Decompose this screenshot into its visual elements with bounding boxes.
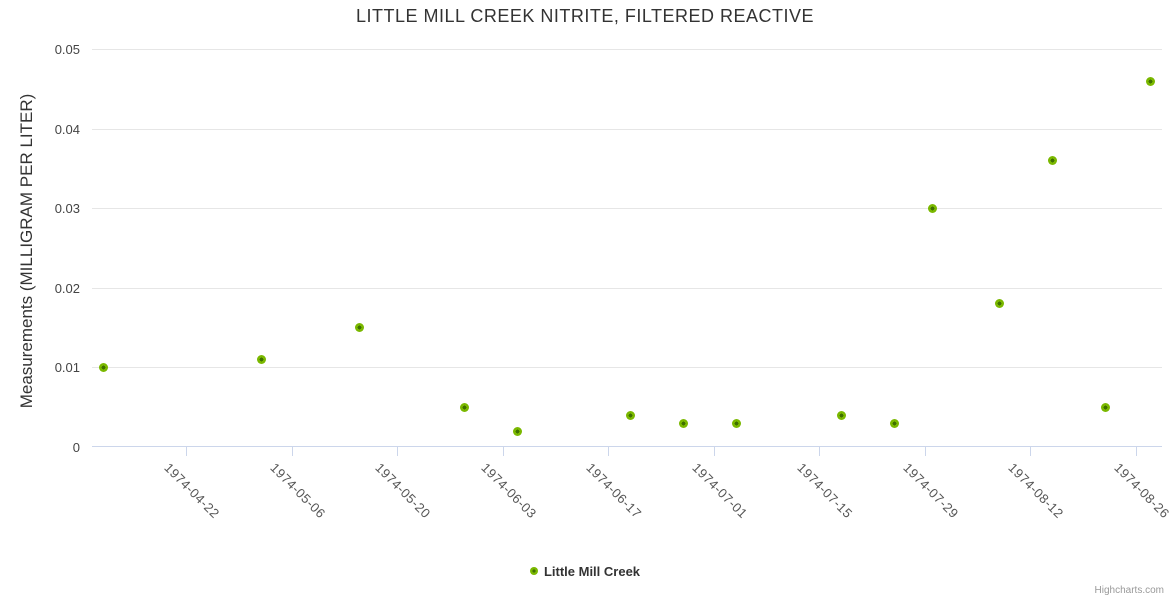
x-axis-tick [397,447,399,456]
scatter-point[interactable] [837,410,847,420]
y-gridline [92,49,1162,50]
y-axis-tick-label: 0.04 [54,121,80,137]
x-axis-tick-label: 1974-07-15 [794,460,856,522]
y-axis-title: Measurements (MILLIGRAM PER LITER) [17,93,36,409]
x-axis-tick [1135,447,1137,456]
scatter-point[interactable] [257,355,267,365]
x-axis-tick [1030,447,1032,456]
scatter-point[interactable] [460,402,470,412]
x-axis-tick [186,447,188,456]
scatter-point[interactable] [731,418,741,428]
scatter-point[interactable] [1048,156,1058,166]
x-axis-tick [608,447,610,456]
x-axis-tick-label: 1974-04-22 [161,460,223,522]
scatter-point[interactable] [890,418,899,428]
scatter-point[interactable] [513,426,523,436]
x-axis-tick-label: 1974-05-20 [372,460,434,522]
x-axis-tick-label: 1974-06-03 [478,460,540,522]
scatter-point[interactable] [626,410,636,420]
x-axis-tick-label: 1974-08-26 [1111,460,1170,522]
scatter-point[interactable] [1146,76,1156,86]
y-gridline [92,287,1162,289]
scatter-point[interactable] [679,418,688,428]
scatter-point[interactable] [98,363,108,372]
y-axis-tick-label: 0.01 [54,360,80,375]
y-gridline [92,208,1162,209]
x-axis-tick [291,447,293,456]
y-axis-tick-label: 0.05 [54,42,80,57]
x-axis-tick-label: 1974-07-01 [689,460,751,522]
y-gridline [92,128,1162,130]
y-axis-tick-label: 0.03 [54,201,80,216]
x-axis-tick [819,447,821,456]
y-axis-tick-label: 0.02 [54,280,80,296]
x-axis-line [92,446,1162,447]
legend-marker-icon [529,567,538,575]
x-axis-tick-label: 1974-05-06 [267,460,329,522]
x-axis-tick-label: 1974-06-17 [583,460,645,522]
x-axis-tick-label: 1974-08-12 [1005,460,1067,522]
scatter-point[interactable] [1100,402,1110,412]
scatter-point[interactable] [995,299,1005,309]
chart-title: LITTLE MILL CREEK NITRITE, FILTERED REAC… [355,6,815,26]
scatter-point[interactable] [355,323,364,333]
legend-item[interactable]: Little Mill Creek [0,561,1170,581]
legend-label: Little Mill Creek [543,563,641,579]
x-axis-tick [924,447,926,456]
y-axis-tick-label: 0 [72,439,80,455]
x-axis-tick-label: 1974-07-29 [900,460,962,522]
highcharts-credit-link[interactable]: Highcharts.com [1094,585,1164,596]
x-axis-tick [502,447,504,456]
x-axis-tick [713,447,715,456]
y-gridline [92,367,1162,368]
scatter-point[interactable] [927,204,937,213]
